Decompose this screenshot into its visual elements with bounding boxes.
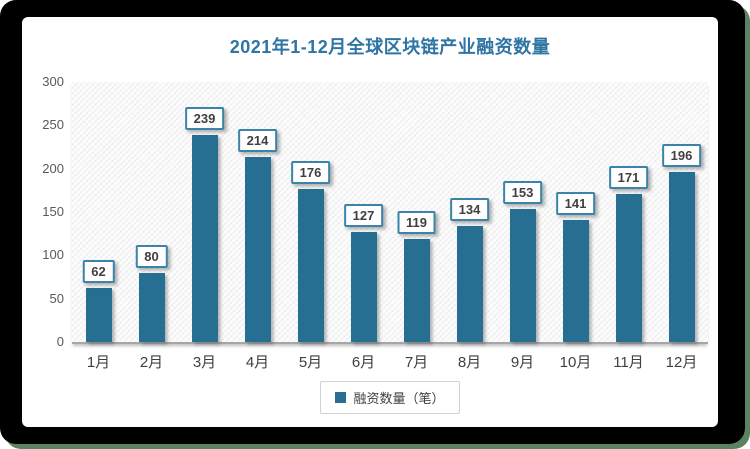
bar-value-label: 171	[608, 165, 649, 189]
bar	[509, 209, 536, 342]
bar	[350, 231, 377, 342]
x-axis-label: 5月	[298, 354, 323, 371]
bar	[191, 134, 218, 342]
y-axis-tick-label: 200	[42, 160, 64, 176]
y-axis-tick-label: 300	[42, 74, 64, 89]
chart-canvas: 2021年1-12月全球区块链产业融资数量 0 50 100 150 200 250 300…	[22, 17, 718, 427]
bar	[456, 225, 483, 342]
bar-value-label: 127	[343, 203, 384, 227]
bar-value-label: 134	[449, 197, 490, 221]
x-axis-label: 8月	[457, 354, 482, 371]
bar-value-label: 141	[555, 191, 596, 215]
x-axis-label: 9月	[510, 354, 535, 371]
x-axis-label: 3月	[192, 354, 217, 371]
bar-value-label: 80	[135, 244, 168, 268]
x-axis-label: 11月	[613, 354, 644, 371]
x-axis-label: 7月	[404, 354, 429, 371]
bar	[403, 238, 430, 342]
bar-value-label: 119	[397, 210, 436, 234]
bar	[297, 189, 324, 342]
bar	[138, 272, 165, 342]
bar	[668, 172, 695, 342]
y-axis-tick-label: 150	[42, 204, 64, 219]
bar	[615, 193, 642, 342]
legend-square-icon	[335, 392, 347, 403]
y-axis-tick-label: 250	[42, 117, 64, 133]
x-axis-label: 2月	[139, 354, 164, 371]
bar	[85, 288, 112, 342]
y-axis: 0 50 100 150 200 250 300	[22, 74, 64, 349]
bar-value-label: 214	[237, 128, 278, 152]
bar	[244, 156, 271, 342]
bar-value-label: 176	[290, 161, 331, 185]
plot-area: 62 80 239 214 176 127 119 134 153 141 171 196	[72, 82, 708, 344]
legend: 融资数量（笔）	[72, 381, 708, 414]
bar-value-label: 62	[82, 260, 115, 284]
bar-value-label: 153	[502, 181, 543, 205]
y-axis-tick-label: 50	[49, 290, 64, 306]
x-axis: 1月 2月 3月 4月 5月 6月 7月 8月 9月 10月 11月 12月	[72, 351, 708, 371]
chart-title: 2021年1-12月全球区块链产业融资数量	[229, 37, 551, 57]
x-axis-label: 6月	[351, 354, 376, 371]
x-axis-label: 1月	[86, 354, 111, 371]
x-axis-label: 12月	[665, 354, 698, 371]
x-axis-label: 10月	[559, 354, 592, 371]
bar-value-label: 196	[661, 144, 702, 168]
y-axis-tick-label: 0	[56, 334, 64, 349]
legend-box: 融资数量（笔）	[320, 381, 460, 414]
bar-value-label: 239	[184, 106, 225, 130]
legend-label: 融资数量（笔）	[353, 391, 445, 406]
bar	[562, 219, 589, 342]
y-axis-tick-label: 100	[42, 247, 64, 263]
x-axis-label: 4月	[245, 354, 270, 371]
